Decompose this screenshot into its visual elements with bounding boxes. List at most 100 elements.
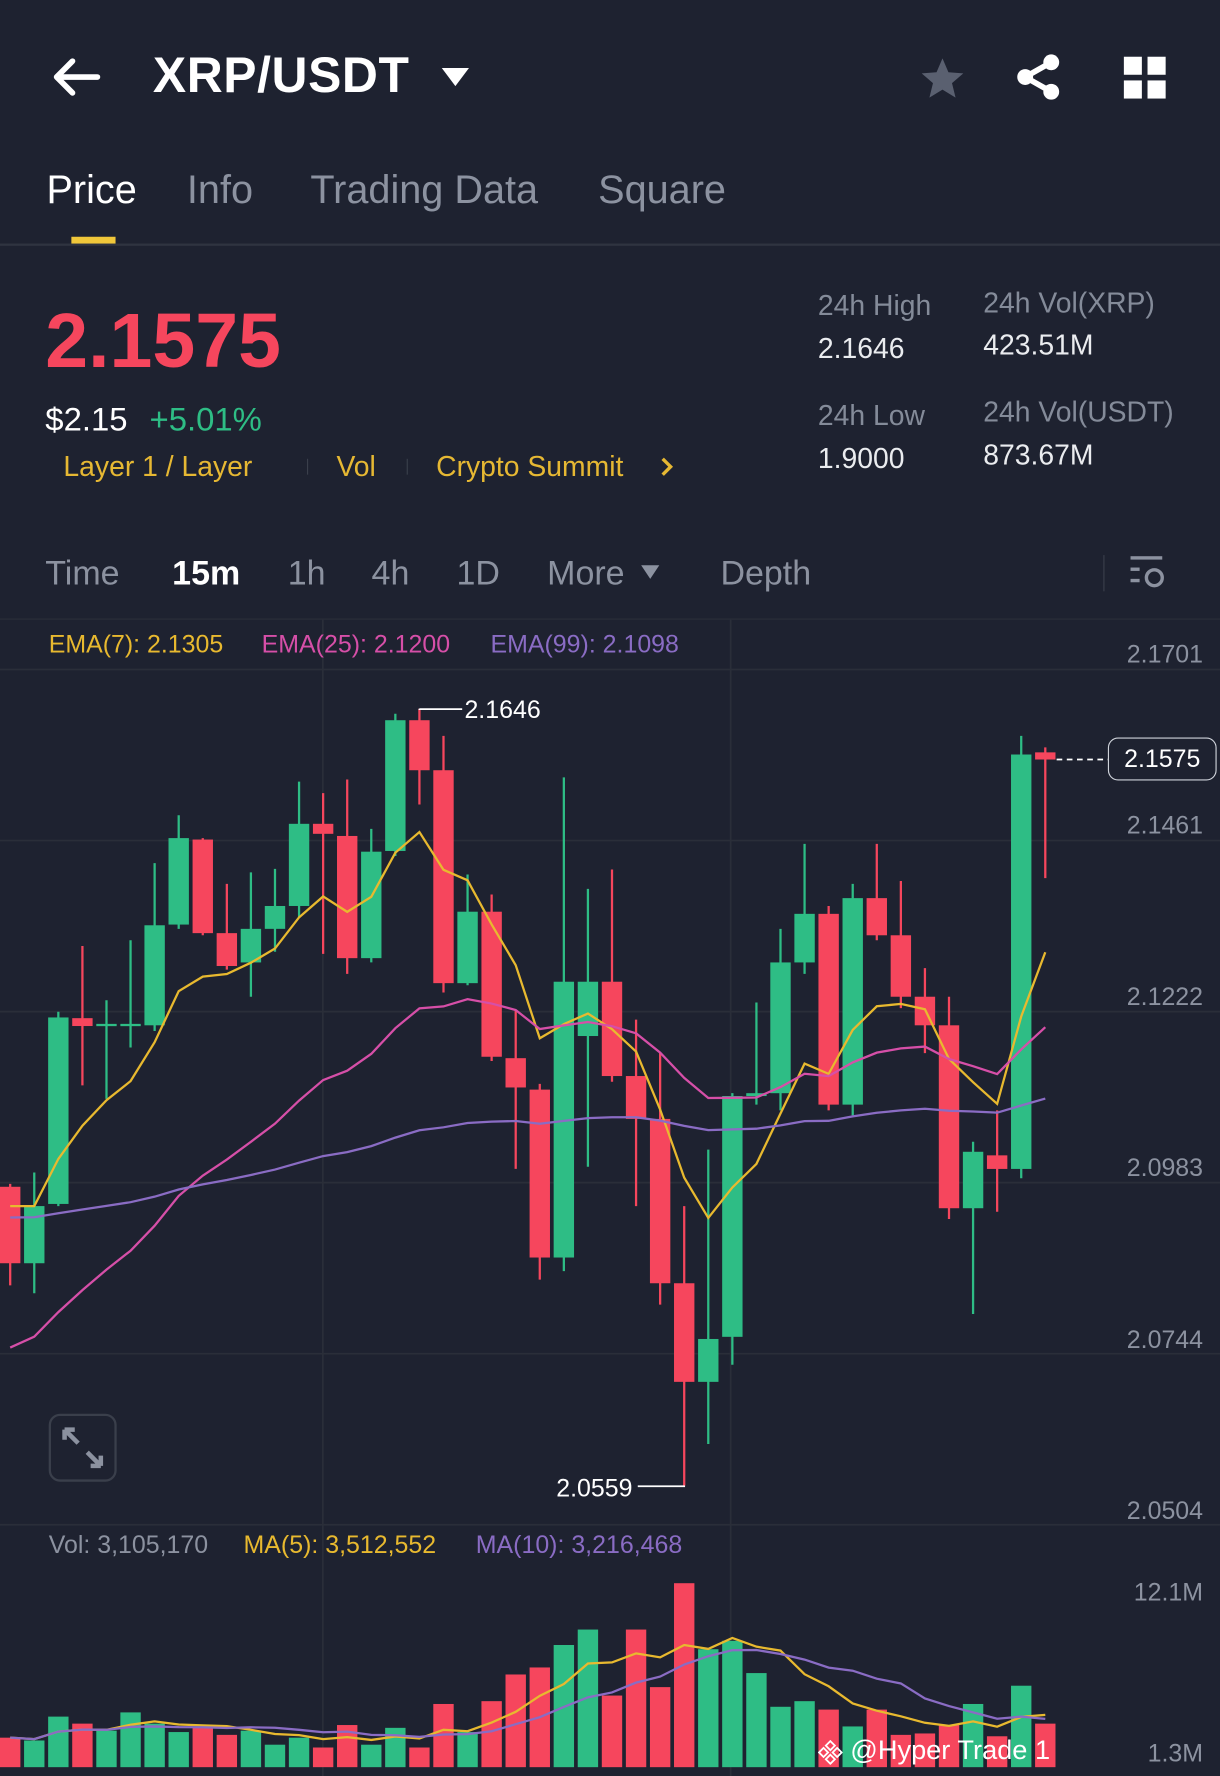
- tab-square[interactable]: Square: [598, 167, 726, 212]
- candle-down: [481, 911, 502, 1057]
- volume-bar: [601, 1695, 623, 1768]
- volume-bar: [168, 1732, 189, 1768]
- tag-layer[interactable]: Layer 1 / Layer: [63, 450, 253, 483]
- ema25-line: [9, 997, 1047, 1349]
- volume-ma5-line: [10, 1636, 1046, 1742]
- volume-bar: [457, 1732, 478, 1768]
- candle-up: [577, 981, 599, 1037]
- tag-crypto-summit[interactable]: Crypto Summit: [436, 450, 624, 483]
- price-tick: 2.0744: [1126, 1325, 1204, 1354]
- timeframe-1h[interactable]: 1h: [287, 555, 326, 593]
- candle-up: [288, 823, 310, 906]
- vol-quote-label: 24h Vol(USDT): [983, 396, 1174, 429]
- candle-up: [457, 911, 478, 984]
- favorite-button[interactable]: [919, 54, 967, 107]
- price-tick: 2.1701: [1126, 640, 1204, 669]
- volume-bar: [649, 1687, 671, 1768]
- price-tick: 2.0504: [1126, 1496, 1204, 1525]
- tab-price[interactable]: Price: [46, 167, 137, 212]
- star-icon: [921, 58, 964, 98]
- volume-bar: [842, 1726, 863, 1768]
- candle-up: [553, 981, 575, 1258]
- timeframe-15m[interactable]: 15m: [172, 555, 241, 593]
- volume-bar: [962, 1703, 984, 1768]
- volume-bar: [505, 1674, 526, 1768]
- legend-ema7: EMA(7): 2.1305: [48, 629, 224, 659]
- volume-bar: [144, 1723, 165, 1768]
- timeframe-more[interactable]: More: [547, 555, 625, 593]
- volume-bar: [625, 1629, 647, 1768]
- volume-ma10-line: [10, 1648, 1046, 1741]
- volume-bar: [24, 1740, 45, 1768]
- low-value: 1.9000: [817, 442, 905, 475]
- active-tab-indicator: [71, 236, 116, 245]
- volume-bar: [337, 1725, 358, 1768]
- candle-up: [722, 1096, 743, 1337]
- timeframe-1d[interactable]: 1D: [456, 555, 500, 593]
- candle-down: [818, 913, 839, 1105]
- fullscreen-button[interactable]: [48, 1413, 117, 1482]
- legend-ema25: EMA(25): 2.1200: [261, 629, 451, 659]
- volume-bar: [0, 1737, 21, 1768]
- expand-icon: [62, 1427, 104, 1469]
- tab-depth[interactable]: Depth: [720, 555, 812, 593]
- price-change: +5.01%: [149, 402, 262, 439]
- price-tick: 2.1461: [1126, 811, 1204, 840]
- candle-down: [216, 933, 238, 967]
- candle-down: [649, 1118, 671, 1284]
- high-label: 24h High: [817, 289, 932, 322]
- tab-trading-data[interactable]: Trading Data: [310, 167, 539, 212]
- chart-settings-button[interactable]: [1128, 554, 1167, 598]
- layout-button[interactable]: [1123, 56, 1167, 106]
- volume-bar: [746, 1673, 767, 1768]
- tag-vol[interactable]: Vol: [336, 450, 376, 483]
- volume-bar: [288, 1737, 310, 1768]
- volume-bar: [890, 1734, 912, 1768]
- tab-info[interactable]: Info: [186, 167, 254, 212]
- volume-bar: [914, 1733, 936, 1768]
- candlestick-chart[interactable]: [0, 619, 1220, 1776]
- low-marker: 2.0559: [556, 1473, 633, 1503]
- candle-down: [192, 839, 213, 934]
- candle-down: [409, 720, 430, 771]
- timeframe-4h[interactable]: 4h: [371, 555, 410, 593]
- candle-down: [0, 1186, 21, 1264]
- candle-up: [770, 962, 791, 1094]
- vol-base-value: 423.51M: [983, 329, 1094, 362]
- divider: [1103, 555, 1105, 592]
- volume-ma10-legend: MA(10): 3,216,468: [475, 1530, 683, 1559]
- candle-down: [938, 1025, 960, 1209]
- indicator-settings-icon: [1130, 556, 1164, 588]
- volume-bar: [986, 1736, 1008, 1768]
- volume-bar: [938, 1725, 960, 1768]
- candle-up: [361, 851, 382, 959]
- usd-price: $2.15: [45, 402, 128, 439]
- back-button[interactable]: [50, 54, 102, 99]
- legend-ema99: EMA(99): 2.1098: [490, 629, 679, 659]
- last-price: 2.1575: [45, 297, 281, 385]
- candle-down: [866, 898, 887, 936]
- candle-down: [505, 1058, 526, 1088]
- chevron-right-icon[interactable]: [659, 455, 675, 483]
- volume-legend: Vol: 3,105,170: [48, 1530, 209, 1559]
- volume-bar: [96, 1730, 117, 1768]
- volume-bar: [48, 1716, 69, 1768]
- pair-title[interactable]: XRP/USDT: [152, 47, 410, 104]
- divider: [0, 618, 1220, 620]
- share-button[interactable]: [1015, 52, 1063, 108]
- volume-ma5-legend: MA(5): 3,512,552: [243, 1530, 437, 1559]
- pair-dropdown[interactable]: [440, 66, 472, 94]
- candle-up: [24, 1206, 45, 1264]
- timeframe-time[interactable]: Time: [45, 555, 120, 593]
- watermark: @Hyper Trade 1: [817, 1735, 1050, 1767]
- candle-up: [264, 905, 286, 929]
- divider: [406, 458, 408, 475]
- volume-bar: [120, 1712, 141, 1768]
- candle-up: [240, 928, 262, 963]
- volume-bar: [770, 1706, 791, 1768]
- volume-bar: [72, 1723, 93, 1768]
- price-tick: 2.1222: [1126, 982, 1204, 1011]
- divider: [0, 243, 1220, 246]
- candle-up: [698, 1338, 719, 1382]
- last-price-tag: 2.1575: [1107, 737, 1217, 781]
